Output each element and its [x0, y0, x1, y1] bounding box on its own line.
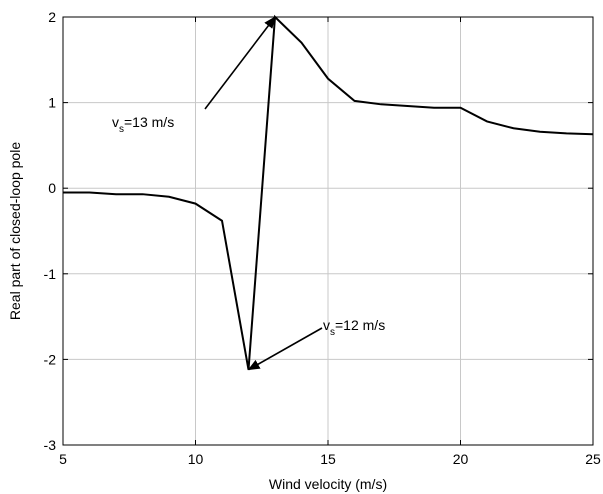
series-line [63, 14, 594, 370]
y-tick-label: -1 [44, 266, 57, 282]
y-tick-label: 2 [48, 9, 56, 25]
annotation-label: vs=13 m/s [112, 114, 174, 135]
annotation-arrow [247, 327, 323, 371]
grid [63, 17, 593, 445]
annotation-layer: vs=13 m/s vs=12 m/s [112, 16, 385, 371]
series-layer [63, 14, 594, 370]
annotation-arrow [204, 16, 276, 110]
x-tick-label: 5 [59, 451, 67, 467]
x-tick-label: 10 [188, 451, 204, 467]
x-axis-label: Wind velocity (m/s) [269, 476, 387, 492]
x-tick-label: 15 [320, 451, 336, 467]
y-tick-label: 0 [48, 180, 56, 196]
tick-layer: 5 10 15 20 25 -3 -2 -1 0 1 2 [44, 9, 601, 467]
x-tick-label: 20 [453, 451, 469, 467]
y-axis-label: Real part of closed-loop pole [7, 142, 23, 320]
annotation-label: vs=12 m/s [323, 317, 385, 338]
y-tick-label: -3 [44, 437, 57, 453]
y-tick-label: 1 [48, 95, 56, 111]
y-tick-label: -2 [44, 351, 57, 367]
x-tick-label: 25 [585, 451, 601, 467]
